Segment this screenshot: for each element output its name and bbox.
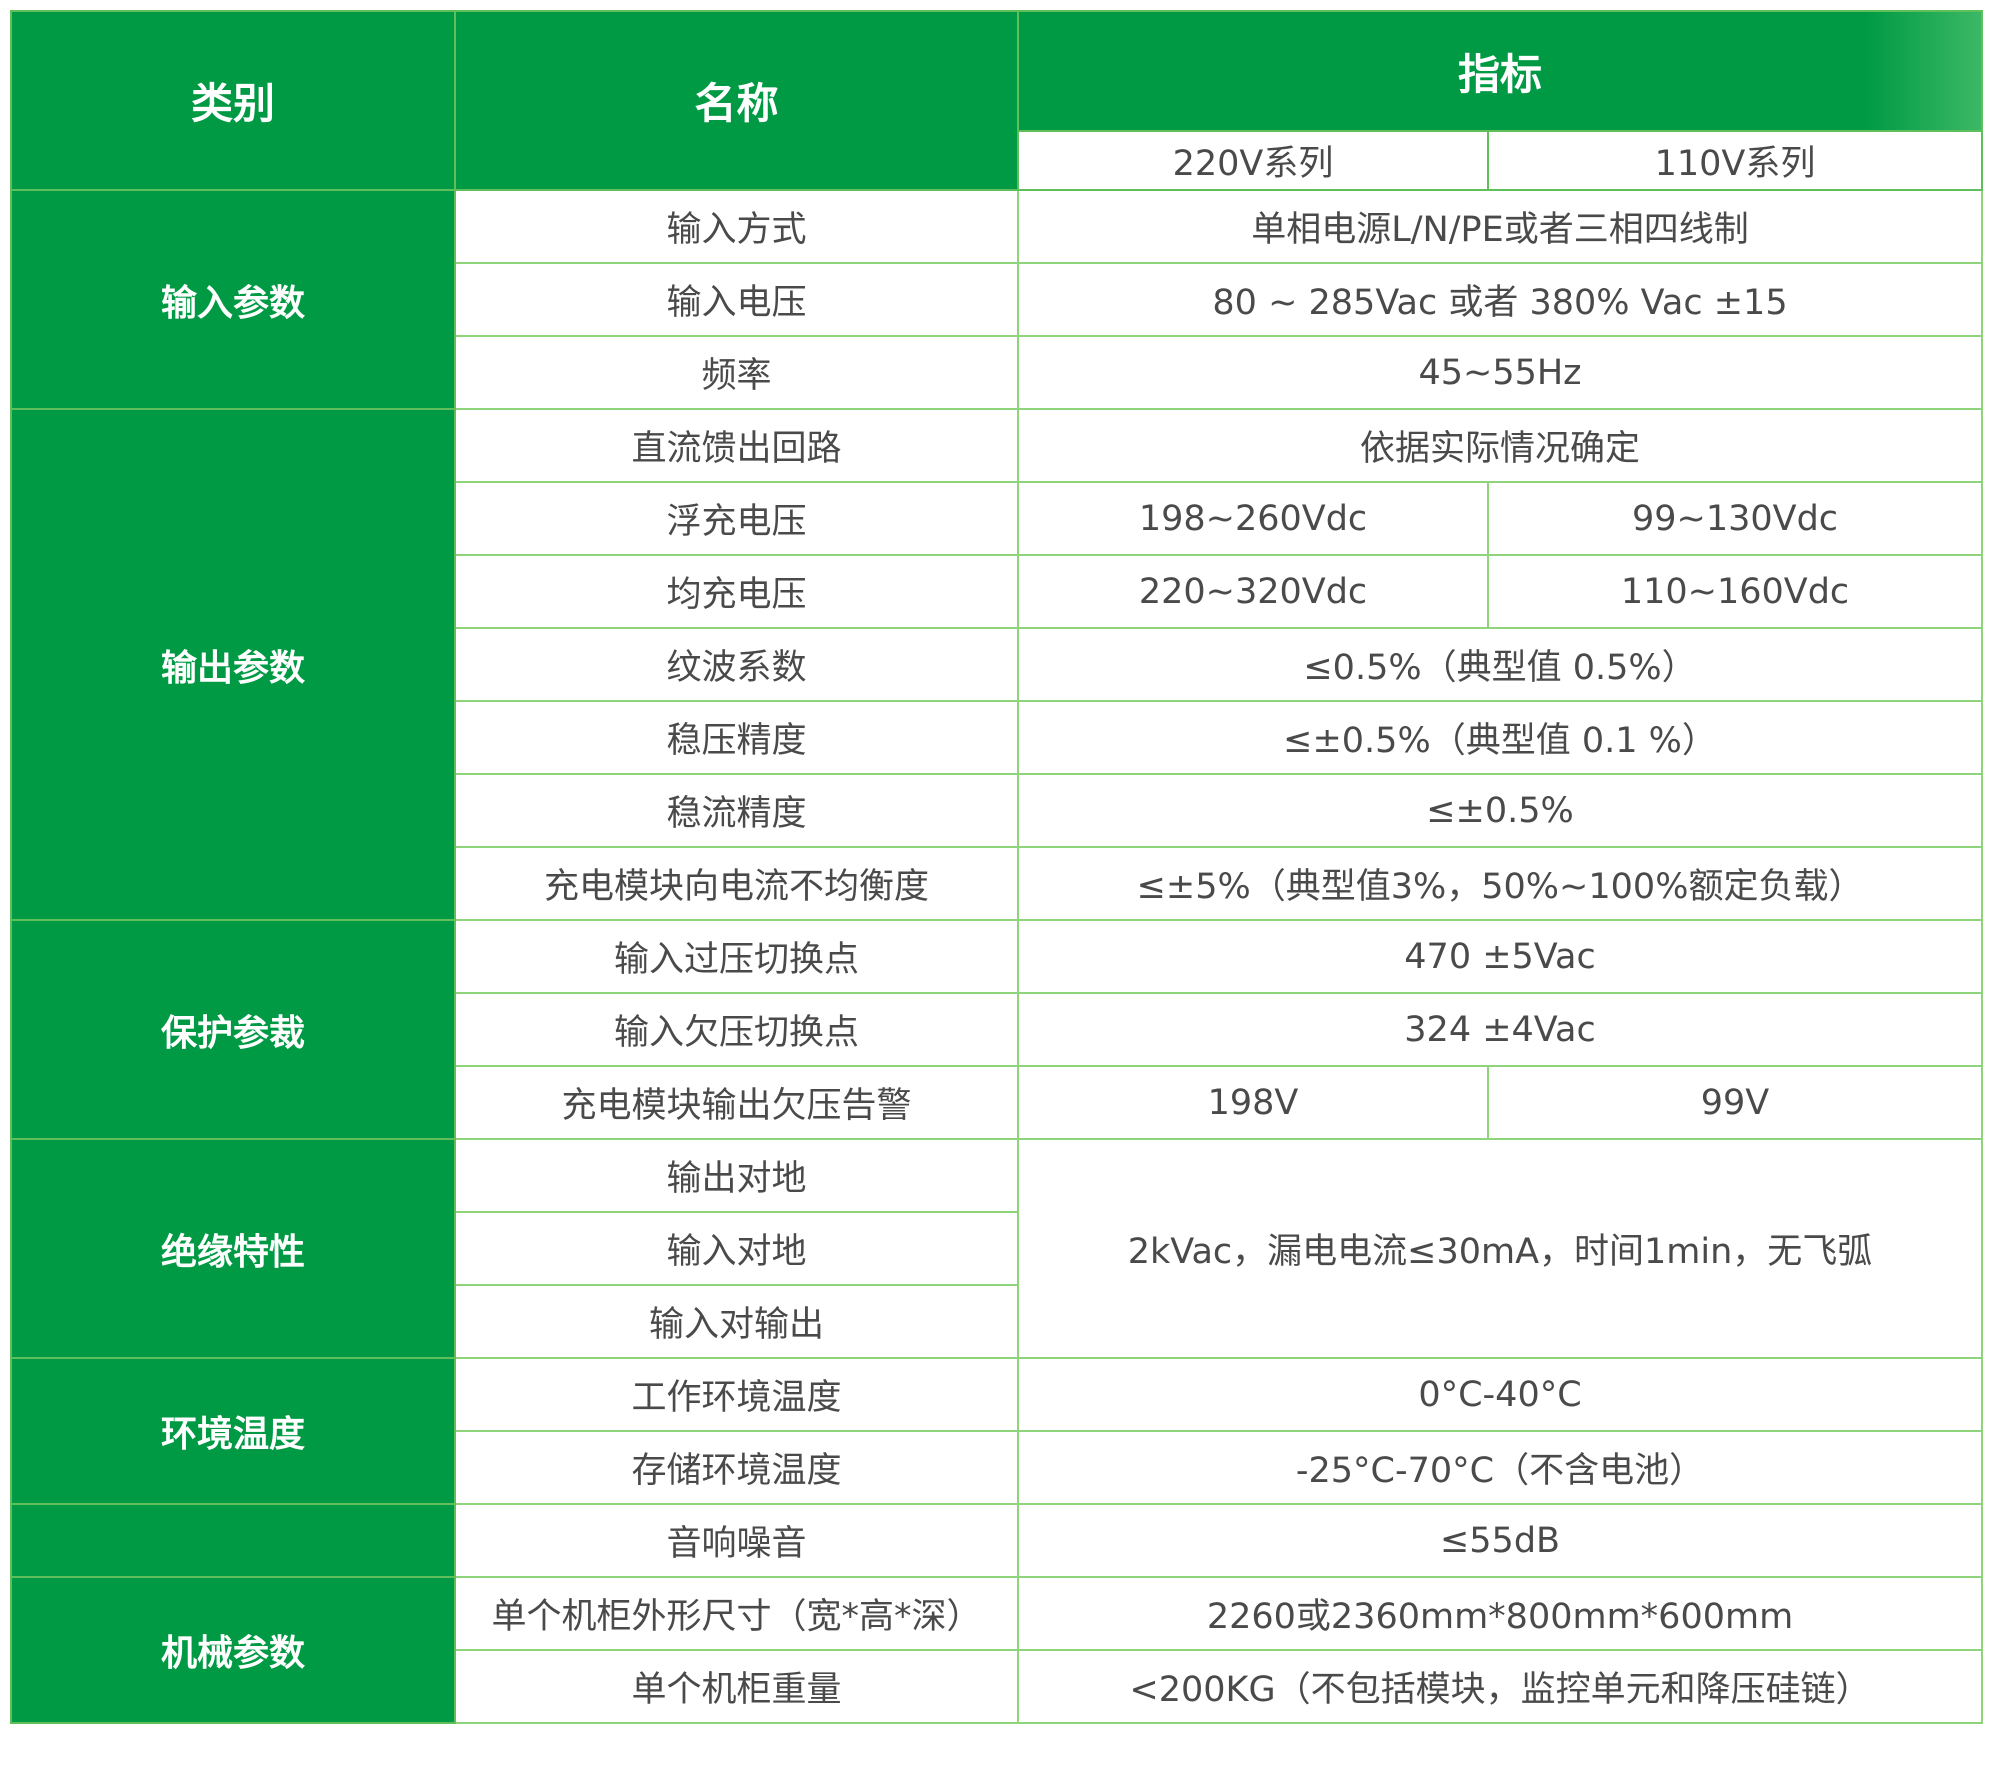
table-row: 存储环境温度 -25°C-70°C（不含电池）	[11, 1430, 1984, 1505]
param-value-220v: 198~260Vdc	[1017, 481, 1489, 556]
param-value: 80 ~ 285Vac 或者 380% Vac ±15	[1016, 262, 1984, 337]
param-value: -25°C-70°C（不含电池）	[1016, 1430, 1984, 1505]
category-cell	[10, 1503, 456, 1578]
param-name: 音响噪音	[454, 1503, 1019, 1578]
table-row: 音响噪音 ≤55dB	[10, 1503, 1984, 1578]
param-value: ≤±5%（典型值3%，50%~100%额定负载）	[1016, 846, 1984, 921]
table-row: 纹波系数 ≤0.5%（典型值 0.5%）	[11, 627, 1984, 702]
param-value: 依据实际情况确定	[1016, 408, 1984, 483]
category-cell: 输出参数	[10, 408, 456, 921]
param-value: <200KG（不包括模块，监控单元和降压硅链）	[1016, 1649, 1984, 1724]
param-name: 输入电压	[454, 262, 1019, 337]
category-cell: 环境温度	[10, 1357, 456, 1505]
table-row: 充电模块输出欠压告警 198V 99V	[11, 1065, 1984, 1140]
param-value: 470 ±5Vac	[1016, 919, 1984, 994]
param-name: 输入欠压切换点	[454, 992, 1019, 1067]
table-row: 充电模块向电流不均衡度 ≤±5%（典型值3%，50%~100%额定负载）	[11, 846, 1984, 921]
table-row: 绝缘特性 输出对地 2kVac，漏电电流≤30mA，时间1min，无飞弧	[10, 1138, 1984, 1359]
param-name: 输出对地	[454, 1138, 1019, 1213]
param-name: 充电模块向电流不均衡度	[454, 846, 1019, 921]
param-value: 2kVac，漏电电流≤30mA，时间1min，无飞弧	[1016, 1138, 1984, 1359]
param-name: 纹波系数	[454, 627, 1019, 702]
table-row: 输出参数 直流馈出回路 依据实际情况确定	[10, 408, 1984, 921]
param-name: 稳流精度	[454, 773, 1019, 848]
table-row: 稳压精度 ≤±0.5%（典型值 0.1 %）	[11, 700, 1984, 775]
param-value: ≤55dB	[1016, 1503, 1984, 1578]
table-row: 机械参数 单个机柜外形尺寸（宽*高*深） 2260或2360mm*800mm*600…	[10, 1576, 1984, 1724]
table-row: 保护参裁 输入过压切换点 470 ±5Vac	[10, 919, 1984, 1140]
param-value: 2260或2360mm*800mm*600mm	[1016, 1576, 1984, 1651]
param-name: 输入方式	[454, 189, 1019, 264]
header-name: 名称	[454, 10, 1019, 191]
param-value: ≤±0.5%（典型值 0.1 %）	[1016, 700, 1984, 775]
param-value: 单相电源L/N/PE或者三相四线制	[1016, 189, 1984, 264]
param-name: 输入过压切换点	[454, 919, 1019, 994]
param-value-110v: 99V	[1486, 1065, 1984, 1140]
category-cell: 绝缘特性	[10, 1138, 456, 1359]
param-name: 稳压精度	[454, 700, 1019, 775]
category-cell: 保护参裁	[10, 919, 456, 1140]
param-value: ≤±0.5%	[1016, 773, 1984, 848]
param-value: 324 ±4Vac	[1016, 992, 1984, 1067]
table-row: 环境温度 工作环境温度 0°C-40°C	[10, 1357, 1984, 1505]
param-value-110v: 110~160Vdc	[1486, 554, 1984, 629]
spec-table-body: 输入参数 输入方式 单相电源L/N/PE或者三相四线制 输入电压 80 ~ 285Vac…	[10, 189, 1984, 1724]
param-value-220v: 198V	[1017, 1065, 1489, 1140]
param-name: 直流馈出回路	[454, 408, 1019, 483]
category-cell: 机械参数	[10, 1576, 456, 1724]
param-name: 输入对地	[454, 1211, 1019, 1286]
table-row: 频率 45~55Hz	[11, 335, 1984, 410]
param-name: 输入对输出	[454, 1284, 1019, 1359]
header-category: 类别	[10, 10, 456, 191]
param-name: 均充电压	[454, 554, 1019, 629]
table-row: 浮充电压 198~260Vdc 99~130Vdc	[11, 481, 1984, 556]
param-name: 浮充电压	[454, 481, 1019, 556]
param-name: 单个机柜重量	[454, 1649, 1019, 1724]
table-row: 输入电压 80 ~ 285Vac 或者 380% Vac ±15	[11, 262, 1984, 337]
spec-table: 类别 名称 指标 220V系列 110V系列 输入参数 输入方式 单相电源L/N/P…	[10, 10, 1984, 1724]
param-name: 存储环境温度	[454, 1430, 1019, 1505]
table-row: 输入对地	[11, 1211, 1982, 1286]
category-cell: 输入参数	[10, 189, 456, 410]
header-spec: 指标	[1016, 10, 1984, 132]
param-name: 工作环境温度	[454, 1357, 1019, 1432]
param-value-220v: 220~320Vdc	[1017, 554, 1489, 629]
table-row: 输入欠压切换点 324 ±4Vac	[11, 992, 1984, 1067]
table-row: 稳流精度 ≤±0.5%	[11, 773, 1984, 848]
table-row: 均充电压 220~320Vdc 110~160Vdc	[11, 554, 1984, 629]
param-value-110v: 99~130Vdc	[1486, 481, 1984, 556]
param-value: 45~55Hz	[1016, 335, 1984, 410]
param-name: 充电模块输出欠压告警	[454, 1065, 1019, 1140]
header-series-220: 220V系列	[1017, 130, 1489, 191]
param-name: 频率	[454, 335, 1019, 410]
table-row: 单个机柜重量 <200KG（不包括模块，监控单元和降压硅链）	[11, 1649, 1984, 1724]
param-value: 0°C-40°C	[1016, 1357, 1984, 1432]
param-name: 单个机柜外形尺寸（宽*高*深）	[454, 1576, 1019, 1651]
header-series-110: 110V系列	[1486, 130, 1984, 191]
table-row: 输入参数 输入方式 单相电源L/N/PE或者三相四线制	[10, 189, 1984, 410]
table-row: 输入对输出	[11, 1284, 1982, 1359]
param-value: ≤0.5%（典型值 0.5%）	[1016, 627, 1984, 702]
